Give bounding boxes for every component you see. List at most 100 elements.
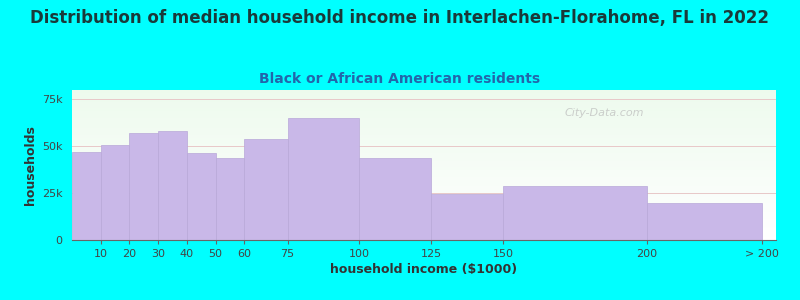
Bar bbox=[72, 103, 776, 105]
Bar bbox=[72, 100, 776, 102]
Bar bbox=[72, 159, 776, 160]
Bar bbox=[72, 210, 776, 212]
Bar bbox=[359, 158, 431, 240]
Bar bbox=[72, 90, 776, 92]
Text: Black or African American residents: Black or African American residents bbox=[259, 72, 541, 86]
Bar bbox=[72, 142, 776, 144]
Bar bbox=[72, 237, 776, 238]
Bar bbox=[130, 133, 158, 240]
Bar bbox=[72, 188, 776, 189]
Bar bbox=[72, 152, 101, 240]
Bar bbox=[72, 216, 776, 218]
Bar bbox=[72, 102, 776, 104]
Bar bbox=[72, 158, 776, 159]
Bar bbox=[72, 130, 776, 132]
Bar bbox=[72, 238, 776, 240]
Bar bbox=[72, 92, 776, 93]
Bar bbox=[72, 162, 776, 164]
Bar bbox=[72, 114, 776, 116]
Bar bbox=[72, 138, 776, 140]
Bar bbox=[72, 226, 776, 228]
Bar bbox=[72, 126, 776, 128]
X-axis label: household income ($1000): household income ($1000) bbox=[330, 263, 518, 276]
Bar bbox=[72, 128, 776, 129]
Bar bbox=[287, 118, 359, 240]
Bar bbox=[72, 182, 776, 183]
Bar bbox=[72, 183, 776, 184]
Text: City-Data.com: City-Data.com bbox=[565, 108, 644, 118]
Bar bbox=[72, 192, 776, 194]
Bar bbox=[72, 172, 776, 174]
Bar bbox=[72, 96, 776, 98]
Bar bbox=[72, 168, 776, 170]
Bar bbox=[72, 214, 776, 216]
Bar bbox=[72, 207, 776, 208]
Bar bbox=[72, 134, 776, 135]
Bar bbox=[72, 180, 776, 182]
Bar bbox=[72, 206, 776, 207]
Bar bbox=[72, 110, 776, 111]
Bar bbox=[72, 212, 776, 213]
Bar bbox=[72, 236, 776, 237]
Bar bbox=[72, 156, 776, 158]
Bar bbox=[72, 144, 776, 146]
Bar bbox=[72, 200, 776, 201]
Bar bbox=[72, 176, 776, 177]
Bar bbox=[72, 202, 776, 204]
Bar bbox=[72, 132, 776, 134]
Bar bbox=[72, 146, 776, 147]
Bar bbox=[72, 111, 776, 112]
Bar bbox=[72, 108, 776, 110]
Bar bbox=[72, 136, 776, 138]
Bar bbox=[72, 122, 776, 123]
Bar bbox=[72, 189, 776, 190]
Bar bbox=[72, 165, 776, 166]
Bar bbox=[72, 148, 776, 150]
Bar bbox=[503, 186, 646, 240]
Bar bbox=[72, 118, 776, 120]
Bar bbox=[72, 147, 776, 148]
Bar bbox=[72, 186, 776, 188]
Bar bbox=[72, 129, 776, 130]
Bar bbox=[72, 117, 776, 118]
Bar bbox=[72, 154, 776, 156]
Bar bbox=[72, 194, 776, 195]
Bar bbox=[72, 204, 776, 206]
Bar bbox=[72, 234, 776, 236]
Bar bbox=[72, 94, 776, 96]
Bar bbox=[72, 99, 776, 100]
Bar bbox=[72, 225, 776, 226]
Bar bbox=[72, 201, 776, 202]
Bar bbox=[72, 140, 776, 141]
Bar bbox=[72, 195, 776, 196]
Bar bbox=[72, 198, 776, 200]
Bar bbox=[72, 178, 776, 180]
Text: Distribution of median household income in Interlachen-Florahome, FL in 2022: Distribution of median household income … bbox=[30, 9, 770, 27]
Bar bbox=[72, 106, 776, 108]
Bar bbox=[72, 222, 776, 224]
Bar bbox=[72, 123, 776, 124]
Bar bbox=[72, 124, 776, 126]
Bar bbox=[431, 194, 503, 240]
Bar bbox=[72, 174, 776, 176]
Bar bbox=[72, 153, 776, 154]
Bar bbox=[646, 202, 762, 240]
Bar bbox=[72, 218, 776, 219]
Bar bbox=[72, 167, 776, 168]
Bar bbox=[72, 224, 776, 225]
Bar bbox=[72, 171, 776, 172]
Bar bbox=[72, 213, 776, 214]
Bar bbox=[72, 219, 776, 220]
Bar bbox=[72, 120, 776, 122]
Bar bbox=[72, 112, 776, 114]
Y-axis label: households: households bbox=[25, 125, 38, 205]
Bar bbox=[72, 116, 776, 117]
Bar bbox=[187, 153, 216, 240]
Bar bbox=[72, 105, 776, 106]
Bar bbox=[72, 160, 776, 162]
Bar bbox=[216, 158, 245, 240]
Bar bbox=[72, 150, 776, 152]
Bar bbox=[72, 169, 776, 171]
Bar bbox=[101, 145, 130, 240]
Bar bbox=[245, 139, 287, 240]
